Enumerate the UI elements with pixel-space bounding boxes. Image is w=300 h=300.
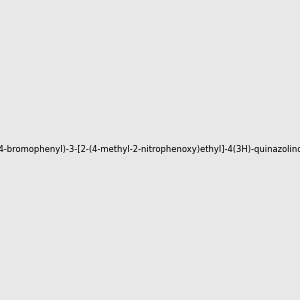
Text: 2-(4-bromophenyl)-3-[2-(4-methyl-2-nitrophenoxy)ethyl]-4(3H)-quinazolinone: 2-(4-bromophenyl)-3-[2-(4-methyl-2-nitro… <box>0 146 300 154</box>
